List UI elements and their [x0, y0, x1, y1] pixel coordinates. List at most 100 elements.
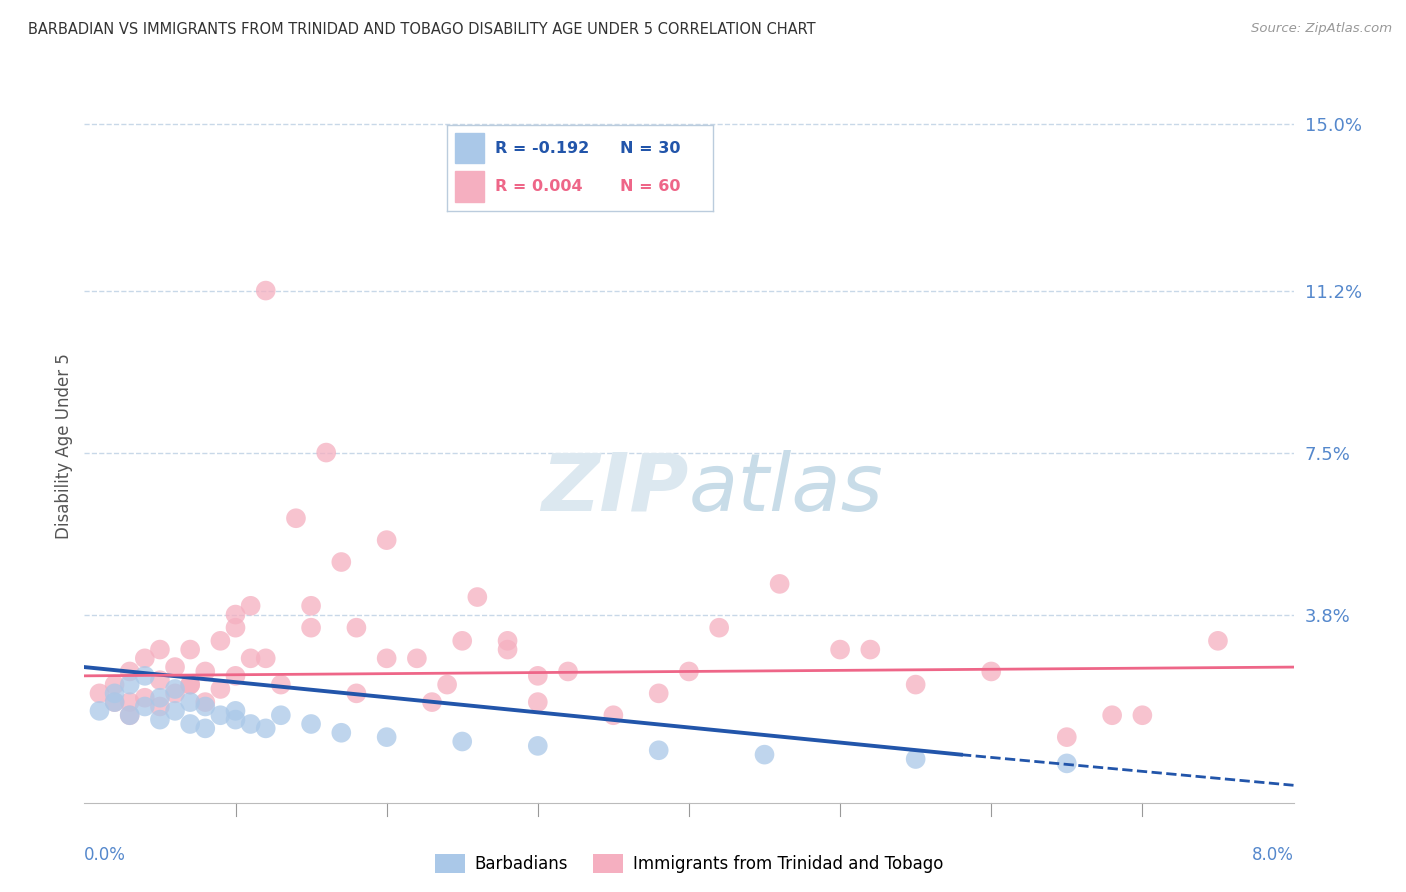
- Point: [496, 633, 519, 648]
- Point: [179, 642, 201, 657]
- Point: [104, 695, 127, 709]
- Point: [904, 752, 927, 766]
- Text: N = 30: N = 30: [620, 141, 681, 155]
- Point: [467, 590, 489, 604]
- Point: [209, 633, 232, 648]
- Point: [330, 555, 353, 569]
- Point: [557, 665, 579, 679]
- Point: [436, 677, 458, 691]
- Point: [1101, 708, 1123, 723]
- Point: [194, 699, 217, 714]
- Point: [149, 690, 172, 705]
- Point: [89, 704, 111, 718]
- Point: [299, 599, 322, 613]
- Point: [299, 621, 322, 635]
- Point: [420, 695, 443, 709]
- Point: [406, 651, 429, 665]
- Text: ZIP: ZIP: [541, 450, 689, 528]
- Point: [165, 660, 187, 674]
- Point: [769, 577, 792, 591]
- Point: [179, 677, 201, 691]
- Point: [118, 708, 141, 723]
- Point: [678, 665, 700, 679]
- Text: 0.0%: 0.0%: [84, 846, 127, 863]
- Point: [165, 681, 187, 696]
- Point: [165, 704, 187, 718]
- Point: [284, 511, 308, 525]
- Point: [209, 708, 232, 723]
- Point: [118, 695, 141, 709]
- Point: [346, 621, 368, 635]
- Point: [904, 677, 927, 691]
- Point: [270, 677, 292, 691]
- Text: Source: ZipAtlas.com: Source: ZipAtlas.com: [1251, 22, 1392, 36]
- Text: N = 60: N = 60: [620, 179, 681, 194]
- Point: [134, 651, 156, 665]
- Point: [346, 686, 368, 700]
- Point: [165, 686, 187, 700]
- Text: BARBADIAN VS IMMIGRANTS FROM TRINIDAD AND TOBAGO DISABILITY AGE UNDER 5 CORRELAT: BARBADIAN VS IMMIGRANTS FROM TRINIDAD AN…: [28, 22, 815, 37]
- Point: [194, 665, 217, 679]
- Point: [1206, 633, 1229, 648]
- Point: [375, 651, 398, 665]
- Point: [194, 722, 217, 736]
- Point: [118, 677, 141, 691]
- Point: [254, 722, 277, 736]
- Point: [1132, 708, 1154, 723]
- Bar: [456, 171, 484, 202]
- Point: [149, 673, 172, 688]
- Point: [647, 686, 671, 700]
- Point: [104, 677, 127, 691]
- Point: [647, 743, 671, 757]
- Point: [527, 739, 550, 753]
- Point: [859, 642, 882, 657]
- Point: [451, 633, 474, 648]
- Point: [451, 734, 474, 748]
- Text: 8.0%: 8.0%: [1251, 846, 1294, 863]
- Point: [527, 669, 550, 683]
- Point: [496, 642, 519, 657]
- Point: [330, 725, 353, 739]
- Point: [239, 599, 262, 613]
- Point: [149, 642, 172, 657]
- Point: [89, 686, 111, 700]
- Text: atlas: atlas: [689, 450, 884, 528]
- Point: [225, 669, 247, 683]
- Point: [209, 681, 232, 696]
- Point: [980, 665, 1002, 679]
- Point: [315, 445, 337, 459]
- Point: [375, 730, 398, 744]
- Point: [1056, 756, 1078, 771]
- Point: [179, 695, 201, 709]
- Point: [709, 621, 731, 635]
- Point: [134, 699, 156, 714]
- Point: [149, 699, 172, 714]
- Point: [270, 708, 292, 723]
- Point: [134, 669, 156, 683]
- Point: [299, 717, 322, 731]
- Point: [254, 651, 277, 665]
- Point: [602, 708, 624, 723]
- Point: [118, 708, 141, 723]
- Point: [239, 717, 262, 731]
- Point: [754, 747, 776, 762]
- Point: [225, 713, 247, 727]
- Point: [179, 717, 201, 731]
- Bar: [456, 133, 484, 163]
- Point: [527, 695, 550, 709]
- Y-axis label: Disability Age Under 5: Disability Age Under 5: [55, 353, 73, 539]
- Point: [149, 713, 172, 727]
- Text: R = -0.192: R = -0.192: [495, 141, 589, 155]
- Point: [830, 642, 852, 657]
- Point: [104, 695, 127, 709]
- Point: [225, 621, 247, 635]
- Point: [194, 695, 217, 709]
- Point: [254, 284, 277, 298]
- Text: R = 0.004: R = 0.004: [495, 179, 582, 194]
- Point: [179, 677, 201, 691]
- Point: [104, 686, 127, 700]
- Point: [239, 651, 262, 665]
- Point: [225, 704, 247, 718]
- Point: [375, 533, 398, 548]
- Point: [1056, 730, 1078, 744]
